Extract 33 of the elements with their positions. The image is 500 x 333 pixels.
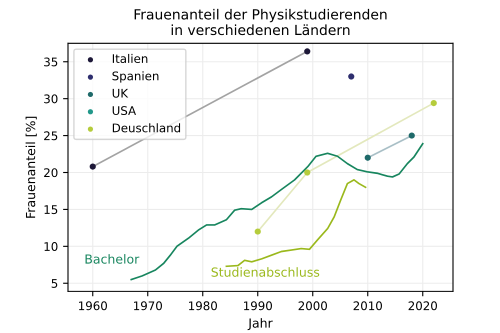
series-label: Bachelor xyxy=(86,254,140,264)
x-tick-label: 1960 xyxy=(79,301,107,310)
point xyxy=(408,132,415,139)
y-tick-label: 25 xyxy=(44,131,58,140)
legend-label: Italien xyxy=(112,54,148,64)
legend-label: USA xyxy=(112,106,136,116)
x-tick-label: 1990 xyxy=(244,301,272,310)
point xyxy=(90,163,96,170)
legend-label: UK xyxy=(112,88,128,98)
point xyxy=(348,73,354,80)
y-axis-title: Frauenanteil [%] xyxy=(26,116,37,218)
chart-title: Frauenanteil der Physikstudierenden in verschiedenen Ländern xyxy=(134,8,387,36)
y-tick-label: 20 xyxy=(44,168,58,178)
line-series xyxy=(226,179,366,268)
point xyxy=(364,154,371,161)
x-tick-label: 1970 xyxy=(134,301,162,310)
y-tick-label: 30 xyxy=(44,94,58,104)
point xyxy=(430,100,437,106)
point xyxy=(304,169,310,176)
y-tick-label: 15 xyxy=(44,205,58,214)
y-tick-label: 10 xyxy=(44,242,58,251)
x-tick-label: 2000 xyxy=(298,301,327,310)
x-tick-label: 2020 xyxy=(408,301,437,310)
point xyxy=(304,48,310,55)
y-tick-label: 35 xyxy=(44,57,58,66)
x-tick-label: 1980 xyxy=(189,301,217,310)
x-tick-label: 2010 xyxy=(354,301,382,310)
x-axis-title: Jahr xyxy=(248,318,273,330)
point xyxy=(254,228,261,235)
legend-label: Deuschland xyxy=(112,123,180,132)
y-tick-label: 5 xyxy=(52,279,58,288)
legend-label: Spanien xyxy=(112,71,158,83)
series-label: Studienabschluss xyxy=(212,267,320,277)
